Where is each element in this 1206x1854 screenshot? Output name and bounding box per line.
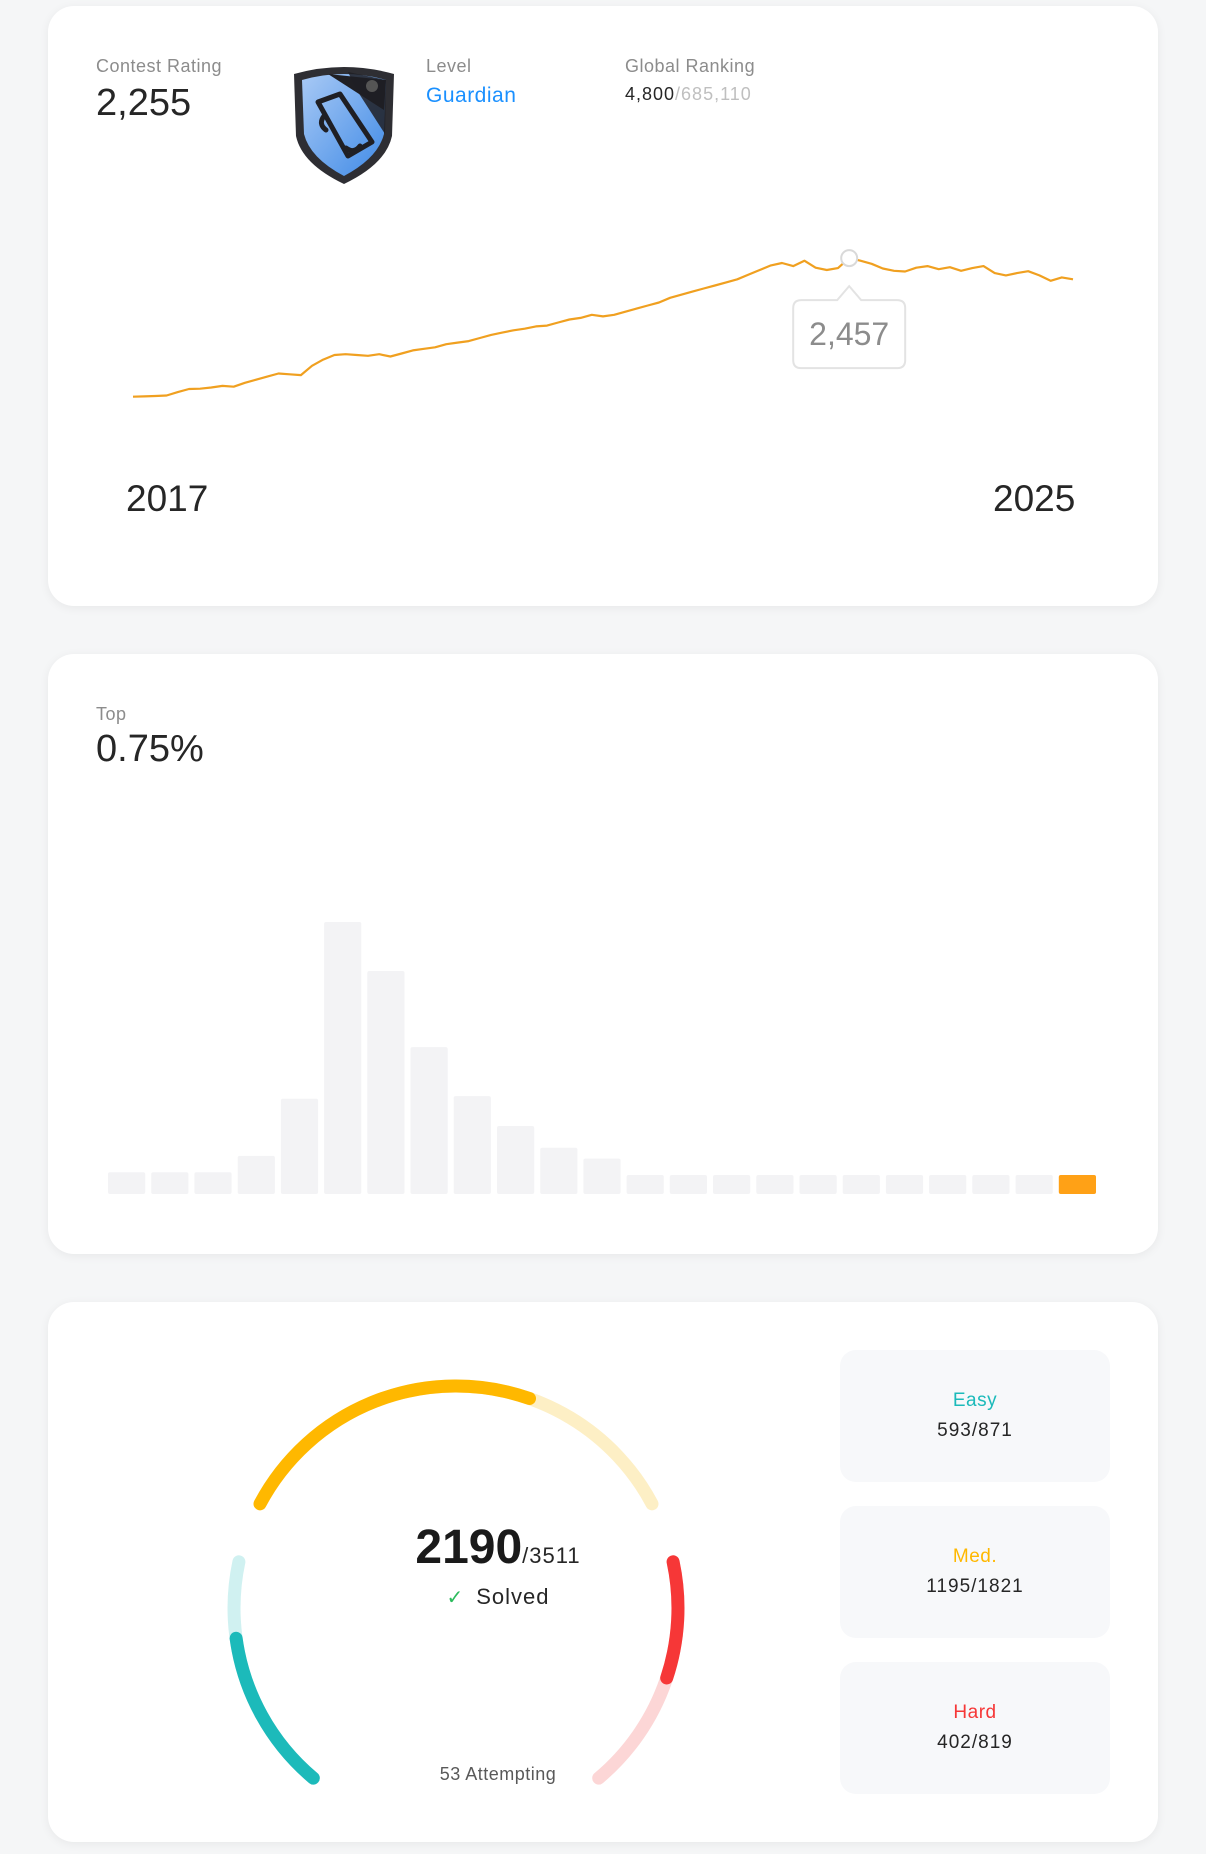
contest-rating-card: Contest Rating 2,255 Level Guardian Glob…	[48, 6, 1158, 606]
rating-tooltip	[792, 284, 907, 370]
solved-problems-card: 2190/3511 ✓ Solved 53 Attempting Easy 593…	[48, 1302, 1158, 1842]
solved-count: 2190/3511	[328, 1520, 668, 1575]
medium-stat-box[interactable]: Med. 1195/1821	[840, 1506, 1110, 1638]
distribution-bar	[885, 1175, 924, 1194]
easy-ring-progress	[229, 1631, 320, 1785]
distribution-bar	[756, 1175, 794, 1194]
solved-label-row: ✓ Solved	[328, 1584, 668, 1610]
distribution-bar	[237, 1155, 275, 1194]
medium-count: 1195/1821	[926, 1576, 1024, 1597]
distribution-bar	[367, 971, 405, 1194]
distribution-bar	[497, 1126, 535, 1194]
medium-ring-progress	[253, 1379, 536, 1511]
solved-number: 2190	[415, 1521, 523, 1574]
solved-label: Solved	[476, 1584, 550, 1609]
contest-rating-label: Contest Rating	[96, 56, 223, 76]
hard-count: 402/819	[937, 1732, 1013, 1753]
distribution-bar	[151, 1172, 189, 1194]
distribution-bar	[410, 1047, 448, 1194]
hard-stat-box[interactable]: Hard 402/819	[840, 1662, 1110, 1794]
highlight-point[interactable]	[840, 249, 859, 268]
top-label: Top	[96, 704, 127, 724]
distribution-bar	[1015, 1175, 1053, 1194]
global-ranking-rank: 4,800	[625, 84, 676, 104]
distribution-bar	[583, 1158, 621, 1194]
distribution-bar-current	[1058, 1175, 1096, 1194]
check-icon: ✓	[446, 1587, 465, 1609]
distribution-bar	[540, 1147, 578, 1194]
solved-total: /3511	[522, 1543, 581, 1568]
easy-label: Easy	[952, 1390, 998, 1411]
top-percentile-card: Top 0.75%	[48, 654, 1158, 1254]
chart-end-year: 2025	[993, 478, 1076, 519]
level-label: Level	[426, 56, 472, 76]
rating-distribution-chart[interactable]	[48, 654, 1158, 1254]
medium-ring-track	[253, 1379, 659, 1511]
distribution-bar	[324, 922, 362, 1194]
distribution-bar	[108, 1172, 146, 1194]
easy-count: 593/871	[937, 1420, 1013, 1441]
distribution-bar	[453, 1096, 491, 1194]
distribution-bar	[929, 1175, 967, 1194]
rating-tooltip-value: 2,457	[809, 316, 889, 352]
distribution-bar	[713, 1175, 751, 1194]
solved-progress-ring	[227, 1379, 685, 1785]
hard-label: Hard	[953, 1702, 997, 1723]
distribution-bar	[280, 1098, 319, 1194]
distribution-bar	[626, 1175, 664, 1194]
distribution-bar	[799, 1175, 837, 1194]
top-value: 0.75%	[96, 728, 204, 770]
global-ranking-value: 4,800/685,110	[625, 84, 752, 105]
level-value: Guardian	[426, 84, 517, 107]
distribution-bar	[972, 1175, 1010, 1194]
rating-series-line	[132, 257, 1074, 398]
attempting-count: 53 Attempting	[439, 1764, 557, 1784]
guardian-shield-badge-icon	[294, 67, 394, 184]
hard-ring-progress	[660, 1555, 685, 1685]
chart-start-year: 2017	[126, 478, 209, 519]
distribution-bar	[842, 1175, 880, 1194]
easy-stat-box[interactable]: Easy 593/871	[840, 1350, 1110, 1482]
distribution-bar	[194, 1172, 232, 1194]
medium-label: Med.	[952, 1546, 998, 1567]
contest-rating-value: 2,255	[96, 82, 192, 124]
global-ranking-total: /685,110	[675, 84, 752, 104]
rating-history-chart[interactable]: 2,457	[48, 6, 1158, 606]
distribution-bar	[669, 1175, 707, 1194]
global-ranking-label: Global Ranking	[625, 56, 756, 76]
